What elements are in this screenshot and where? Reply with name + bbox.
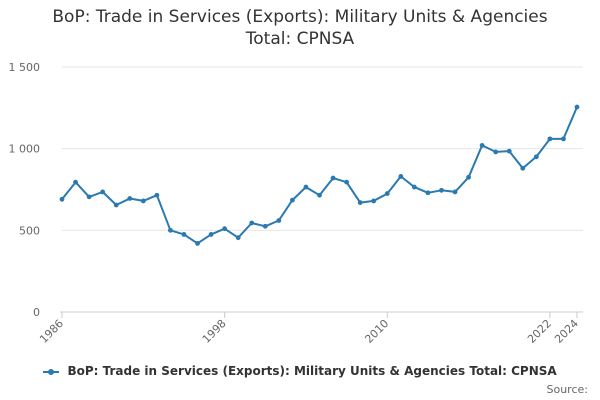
grid-lines [62,66,583,231]
data-point [479,143,485,148]
data-point [181,232,187,237]
data-point [222,226,228,232]
chart-title: BoP: Trade in Services (Exports): Milita… [0,6,600,50]
data-point [59,196,65,202]
x-tick-label: 2022 [525,317,554,346]
data-point [520,165,526,171]
data-point [506,148,512,154]
series-layer [59,104,580,246]
data-point [73,179,78,185]
legend[interactable]: BoP: Trade in Services (Exports): Milita… [0,364,600,378]
data-point [547,136,553,142]
data-point [317,192,322,198]
data-point [249,220,255,226]
y-tick-label: 0 [33,306,40,319]
data-point [303,184,309,190]
chart-title-line-2: Total: CPNSA [245,29,355,49]
data-point [411,184,417,190]
data-point [154,192,160,198]
data-point [289,197,295,203]
data-point [425,190,431,196]
legend-marker [48,368,55,375]
data-point [574,104,580,110]
data-point [561,136,566,142]
data-point [86,194,92,200]
x-tick-label: 1998 [200,317,229,346]
data-point [100,189,106,195]
y-tick-label: 500 [19,224,40,237]
y-tick-label: 1 000 [9,143,41,156]
series-line [61,106,578,245]
source-label: Source: [546,383,589,396]
data-point [533,154,539,160]
data-point [398,174,404,179]
data-point [452,189,458,195]
legend-swatch [43,367,60,377]
data-point [195,241,200,246]
data-point [276,218,282,223]
data-point [371,198,377,204]
y-tick-label: 1 500 [9,61,41,74]
data-point [466,174,471,180]
legend-label: BoP: Trade in Services (Exports): Milita… [67,364,557,378]
x-tick-label: 1986 [37,317,66,346]
x-tick-label: 2024 [552,317,581,346]
data-point [127,196,133,201]
data-point [208,232,214,237]
x-tick-label: 2010 [362,317,391,346]
data-point [140,198,146,204]
data-point [262,223,268,229]
data-point [493,149,499,155]
data-point [344,179,350,185]
data-point [235,235,241,241]
data-point [113,202,119,208]
chart-title-line-1: BoP: Trade in Services (Exports): Milita… [52,7,548,27]
data-point [384,191,390,196]
data-point [168,227,173,233]
data-point [439,187,444,193]
data-point [330,175,336,181]
data-point [357,200,363,205]
axes [60,311,583,318]
